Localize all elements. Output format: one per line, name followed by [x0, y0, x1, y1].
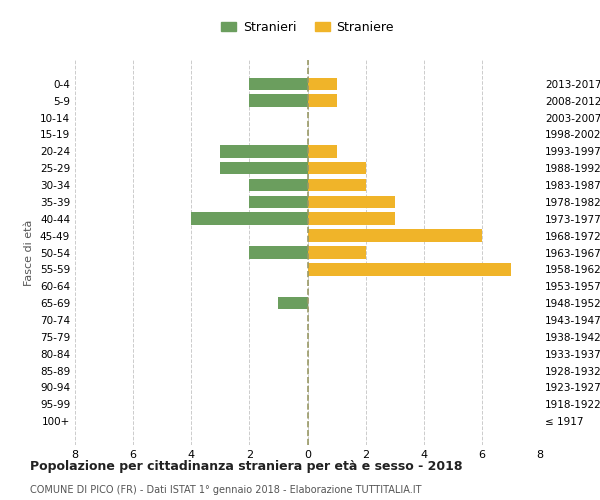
Y-axis label: Fasce di età: Fasce di età [25, 220, 34, 286]
Bar [308, 162, 365, 174]
Bar [278, 297, 308, 310]
Bar [308, 94, 337, 107]
Bar [250, 94, 308, 107]
Bar [250, 78, 308, 90]
Bar [308, 263, 511, 276]
Bar [308, 178, 365, 192]
Bar [308, 230, 482, 242]
Bar [191, 212, 308, 225]
Bar [220, 162, 308, 174]
Bar [308, 78, 337, 90]
Bar [250, 178, 308, 192]
Legend: Stranieri, Straniere: Stranieri, Straniere [217, 16, 398, 39]
Bar [308, 212, 395, 225]
Bar [220, 145, 308, 158]
Bar [308, 145, 337, 158]
Text: COMUNE DI PICO (FR) - Dati ISTAT 1° gennaio 2018 - Elaborazione TUTTITALIA.IT: COMUNE DI PICO (FR) - Dati ISTAT 1° genn… [30, 485, 421, 495]
Bar [250, 196, 308, 208]
Bar [308, 196, 395, 208]
Bar [250, 246, 308, 259]
Bar [308, 246, 365, 259]
Text: Popolazione per cittadinanza straniera per età e sesso - 2018: Popolazione per cittadinanza straniera p… [30, 460, 463, 473]
